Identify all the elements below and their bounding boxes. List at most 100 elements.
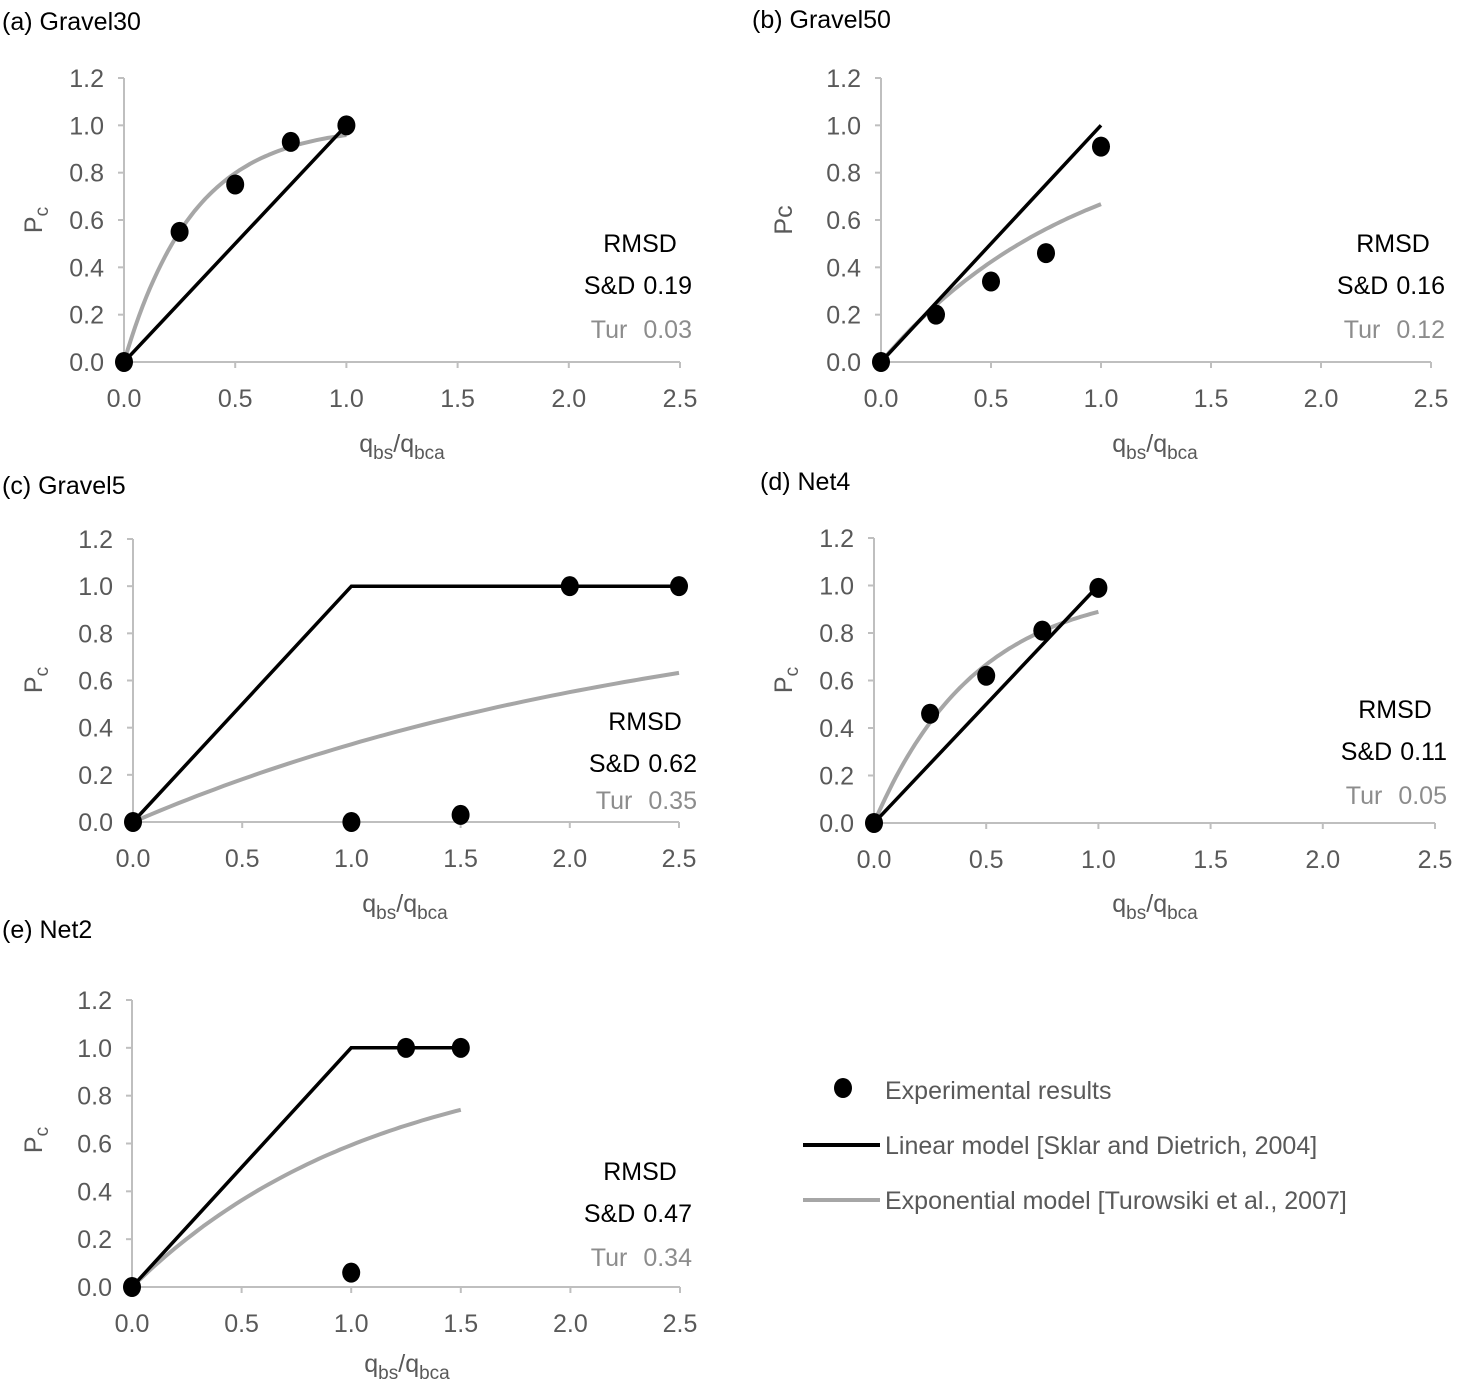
y-tick-label: 0.4 [819, 715, 854, 743]
experimental-point [670, 576, 688, 597]
experimental-point [451, 1037, 470, 1058]
rmsd-tur-label: Tur [1344, 316, 1381, 344]
x-axis-title-sep: / [393, 430, 400, 458]
y-tick-label: 1.0 [77, 1035, 112, 1063]
panel-title: (e) Net2 [2, 916, 92, 944]
y-axis-title-sub: c [32, 207, 53, 217]
y-tick-label: 0.8 [826, 160, 861, 188]
x-axis-title-sub2: bca [1167, 443, 1198, 464]
y-axis-title-sub: c [32, 1127, 53, 1137]
y-axis-title-base: P [20, 1136, 48, 1153]
x-tick-label: 1.0 [334, 845, 369, 873]
experimental-point [281, 131, 300, 152]
y-tick-label: 0.4 [77, 1178, 112, 1206]
y-axis-title-base: P [20, 676, 48, 693]
rmsd-sd-value: 0.16 [1396, 272, 1445, 300]
y-tick-label: 0.0 [826, 349, 861, 377]
x-axis-title-q2: q [405, 1350, 419, 1378]
panel-title: (c) Gravel5 [2, 472, 126, 500]
y-axis-title-base: Pc [770, 205, 798, 234]
y-tick-label: 1.2 [78, 526, 113, 554]
x-axis-title-q2: q [1153, 890, 1167, 918]
linear-model-line [879, 124, 1103, 364]
y-axis-title-sub: c [32, 667, 53, 677]
panel-e: (e) Net2 0.0 0.2 0.4 0.6 0.8 1.0 1.2 0.0 0.5 1.0 1.… [2, 916, 697, 1384]
rmsd-sd-row: S&D 0.62 [589, 750, 697, 778]
rmsd-tur-value: 0.34 [643, 1244, 692, 1272]
rmsd-sd-label: S&D [584, 1200, 635, 1228]
rmsd-sd-row: S&D 0.19 [584, 272, 692, 300]
rmsd-tur-value: 0.05 [1398, 782, 1447, 810]
exponential-model-line [132, 670, 680, 824]
y-tick-label: 0.8 [819, 620, 854, 648]
x-tick-label: 1.5 [1194, 385, 1229, 413]
x-axis-title-sub2: bca [414, 443, 445, 464]
panel-title: (b) Gravel50 [752, 6, 891, 34]
legend-label: Experimental results [885, 1077, 1111, 1105]
x-tick-label: 0.5 [218, 385, 253, 413]
x-axis-title-sep: / [1146, 430, 1153, 458]
y-tick-label: 0.6 [78, 668, 113, 696]
rmsd-tur-label: Tur [591, 1244, 628, 1272]
y-tick-label: 0.6 [77, 1131, 112, 1159]
x-tick-label: 1.5 [443, 845, 478, 873]
experimental-point [342, 812, 361, 832]
y-axis-title-sub: c [782, 667, 803, 677]
rmsd-heading: RMSD [608, 708, 682, 736]
y-axis-title: Pc [770, 667, 803, 693]
x-tick-label: 0.5 [225, 845, 260, 873]
rmsd-sd-row: S&D 0.11 [1341, 738, 1447, 766]
x-tick-label: 0.0 [116, 845, 151, 873]
experimental-point [560, 576, 579, 597]
x-axis-title-sub2: bca [419, 1363, 450, 1384]
y-tick-label: 1.2 [77, 987, 112, 1015]
x-axis-title-q2: q [403, 890, 417, 918]
x-tick-label: 1.5 [443, 1310, 478, 1338]
rmsd-tur-row: Tur 0.12 [1344, 316, 1445, 344]
x-axis-title: qbs/qbca [359, 430, 445, 464]
x-tick-label: 2.5 [663, 385, 698, 413]
rmsd-tur-label: Tur [1346, 782, 1383, 810]
x-tick-label: 2.5 [662, 845, 697, 873]
experimental-point [123, 1277, 141, 1297]
y-tick-label: 0.4 [69, 254, 104, 282]
rmsd-sd-label: S&D [589, 750, 640, 778]
x-tick-label: 2.5 [1418, 846, 1453, 874]
y-tick-label: 0.8 [78, 620, 113, 648]
x-axis-title-q2: q [400, 430, 414, 458]
rmsd-sd-row: S&D 0.16 [1337, 272, 1445, 300]
experimental-point [1037, 243, 1055, 264]
x-axis-title-q1: q [364, 1350, 378, 1378]
x-axis-title-sub1: bs [1126, 443, 1146, 464]
experimental-point [226, 174, 245, 195]
panel-title: (a) Gravel30 [2, 8, 141, 36]
legend-item: Exponential model [Turowsiki et al., 200… [803, 1187, 1347, 1215]
x-tick-label: 2.5 [663, 1310, 698, 1338]
rmsd-heading: RMSD [603, 1158, 677, 1186]
x-tick-label: 0.0 [864, 385, 899, 413]
x-tick-label: 1.0 [1084, 385, 1119, 413]
y-tick-label: 1.2 [69, 65, 104, 93]
experimental-point [170, 221, 189, 242]
experimental-point [337, 115, 356, 136]
legend-dot-icon [834, 1078, 852, 1098]
linear-model-line [872, 584, 1100, 825]
rmsd-tur-row: Tur 0.03 [591, 316, 692, 344]
x-axis-title: qbs/qbca [1112, 430, 1198, 464]
x-tick-label: 2.0 [1304, 385, 1339, 413]
experimental-point [1089, 577, 1108, 598]
experimental-point [982, 271, 1000, 292]
y-tick-label: 0.2 [77, 1226, 112, 1254]
rmsd-tur-row: Tur 0.34 [591, 1244, 692, 1272]
x-tick-label: 0.5 [969, 846, 1004, 874]
rmsd-heading: RMSD [603, 230, 677, 258]
x-axis-title-sub2: bca [417, 903, 448, 924]
experimental-point [872, 352, 890, 372]
rmsd-sd-row: S&D 0.47 [584, 1200, 692, 1228]
x-tick-label: 0.5 [224, 1310, 259, 1338]
x-axis-title-sep: / [398, 1350, 405, 1378]
rmsd-heading: RMSD [1356, 230, 1430, 258]
y-tick-label: 0.0 [819, 810, 854, 838]
linear-model-line [122, 124, 348, 364]
x-tick-label: 2.5 [1414, 385, 1449, 413]
